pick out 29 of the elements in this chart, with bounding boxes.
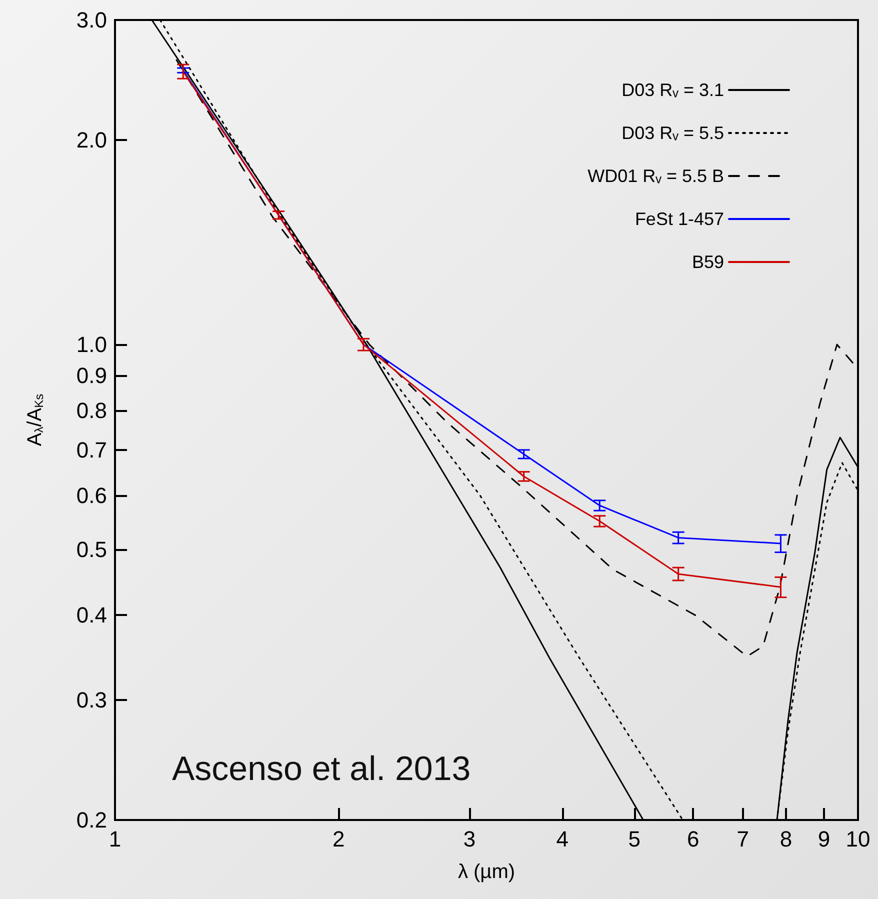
y-tick-label: 2.0 xyxy=(76,127,107,152)
x-tick-label: 6 xyxy=(687,826,700,852)
x-tick-label: 9 xyxy=(818,826,830,852)
x-tick-label: 1 xyxy=(108,826,122,852)
x-tick-label: 2 xyxy=(332,826,345,852)
y-tick-label: 0.5 xyxy=(76,536,107,562)
x-tick-label: 4 xyxy=(556,826,568,852)
x-tick-label: 10 xyxy=(846,826,870,852)
legend-label: FeSt 1-457 xyxy=(634,209,724,229)
legend-label: D03 Rᵥ = 3.1 xyxy=(622,80,724,100)
x-axis-title: λ (µm) xyxy=(458,861,516,883)
x-tick-label: 5 xyxy=(628,826,640,852)
x-tick-label: 3 xyxy=(463,826,476,852)
y-tick-label: 0.3 xyxy=(76,688,107,713)
y-tick-label: 0.4 xyxy=(76,602,107,628)
legend-label: D03 Rᵥ = 5.5 xyxy=(622,123,724,143)
legend-label: B59 xyxy=(692,252,724,272)
y-tick-label: 0.7 xyxy=(76,437,107,462)
y-axis-title: Aλ/AKs xyxy=(24,394,46,446)
y-tick-label: 0.6 xyxy=(76,482,107,508)
x-tick-label: 8 xyxy=(780,826,792,852)
y-tick-label: 0.9 xyxy=(76,363,107,388)
y-tick-label: 0.8 xyxy=(76,398,107,423)
x-tick-label: 7 xyxy=(736,826,750,852)
annotation: Ascenso et al. 2013 xyxy=(172,750,471,788)
y-tick-label: 0.2 xyxy=(76,808,107,832)
y-tick-label: 3.0 xyxy=(76,8,107,32)
y-tick-label: 1.0 xyxy=(76,332,107,358)
legend-label: WD01 Rᵥ = 5.5 B xyxy=(588,166,724,186)
